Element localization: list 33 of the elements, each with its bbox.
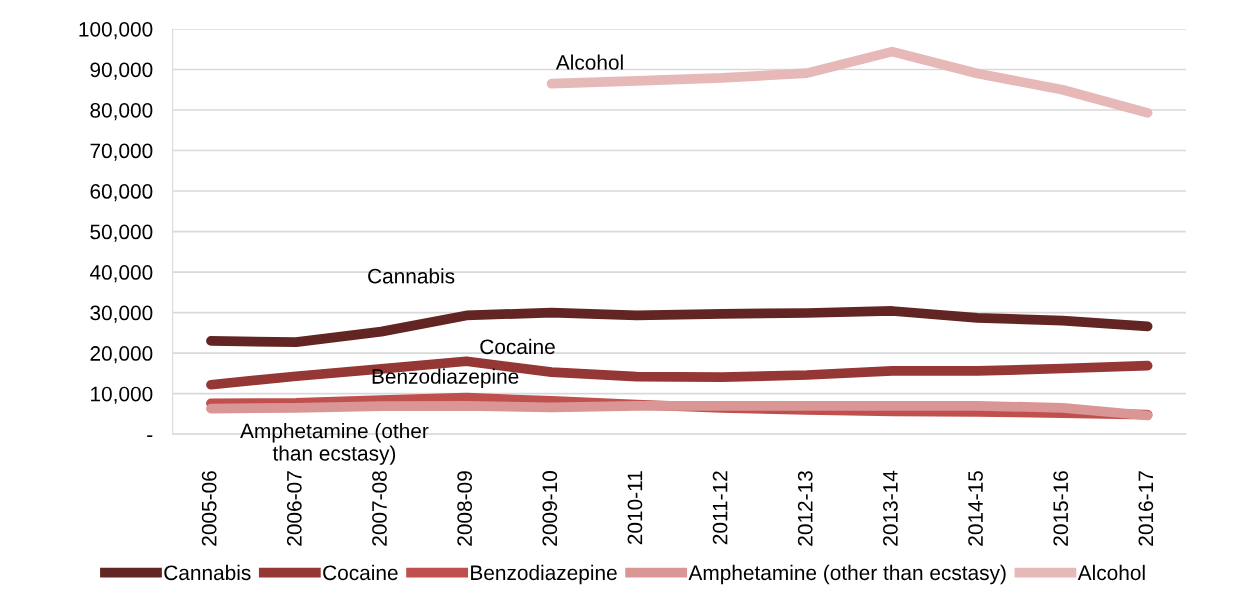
- annotation: Alcohol: [555, 54, 623, 70]
- x-tick-label: 2007-08: [372, 471, 387, 546]
- x-tick-label: 2011-12: [712, 471, 728, 545]
- y-tick-label: -: [147, 435, 153, 437]
- annotation: Cannabis: [368, 268, 455, 284]
- y-tick-label: 80,000: [90, 102, 153, 121]
- annotation: Cocaine: [480, 338, 555, 355]
- x-tick-label: 2006-07: [286, 471, 302, 546]
- legend-label: Alcohol: [1077, 564, 1145, 581]
- x-tick-label: 2016-17: [1138, 471, 1154, 546]
- x-tick-label: 2009-10: [542, 471, 558, 546]
- y-tick-label: 60,000: [90, 184, 153, 202]
- x-tick-label: 2008-09: [457, 471, 473, 546]
- legend-label: Benzodiazepine: [471, 564, 617, 585]
- annotation: Amphetamine (other than ecstasy): [240, 423, 429, 465]
- x-tick-label: 2005-06: [201, 471, 217, 546]
- legend-label: Cannabis: [164, 564, 251, 581]
- y-tick-label: 100,000: [79, 21, 153, 40]
- y-tick-label: 20,000: [90, 346, 153, 364]
- y-tick-label: 70,000: [90, 143, 153, 161]
- x-tick-label: 2014-15: [968, 471, 983, 546]
- x-tick-label: 2012-13: [797, 471, 813, 546]
- y-tick-label: 10,000: [91, 386, 153, 404]
- y-tick-label: 40,000: [89, 265, 153, 283]
- y-tick-label: 90,000: [90, 62, 153, 80]
- legend-label: Cocaine: [323, 564, 398, 581]
- legend-label: Amphetamine (other than ecstasy): [688, 564, 1006, 585]
- y-tick-label: 30,000: [90, 305, 153, 323]
- x-tick-label: 2010-11: [627, 471, 643, 545]
- x-tick-label: 2013-14: [883, 470, 898, 546]
- y-tick-label: 50,000: [90, 224, 153, 242]
- x-tick-label: 2015-16: [1053, 471, 1069, 546]
- annotation: Benzodiazepine: [372, 368, 519, 388]
